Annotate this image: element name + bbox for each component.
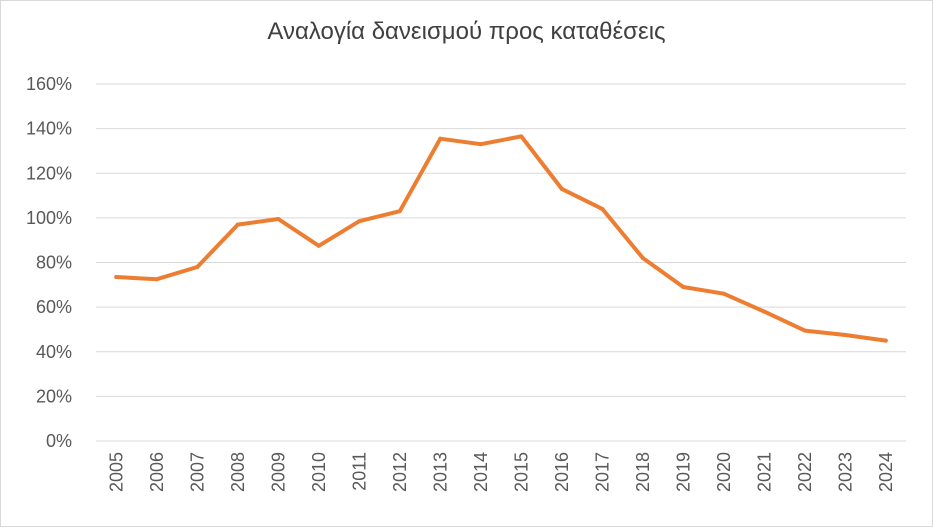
data-point: [316, 243, 321, 248]
x-tick-label: 2022: [795, 452, 815, 492]
data-point: [438, 136, 443, 141]
x-tick-label: 2009: [268, 452, 288, 492]
y-tick-label: 60%: [36, 297, 72, 317]
data-point: [802, 328, 807, 333]
data-point: [195, 264, 200, 269]
data-point: [114, 275, 119, 280]
y-tick-label: 80%: [36, 253, 72, 273]
x-axis-tick-labels: 2005 2006 2007 2008 2009 2010 2011 2012 2013 2014…: [106, 452, 896, 492]
y-tick-label: 160%: [26, 74, 72, 94]
data-point: [519, 134, 524, 139]
series-points: [114, 134, 888, 343]
x-tick-label: 2016: [552, 452, 572, 492]
chart-title: Αναλογία δανεισμού προς καταθέσεις: [267, 18, 666, 45]
series-line: [114, 134, 888, 343]
data-point: [559, 186, 564, 191]
y-tick-label: 100%: [26, 208, 72, 228]
data-point: [154, 277, 159, 282]
data-point: [883, 338, 888, 343]
x-tick-label: 2014: [471, 452, 491, 492]
data-point: [640, 256, 645, 261]
x-tick-label: 2024: [876, 452, 896, 492]
data-point: [681, 285, 686, 290]
data-point: [843, 333, 848, 338]
x-tick-label: 2008: [228, 452, 248, 492]
x-tick-label: 2018: [633, 452, 653, 492]
data-point: [276, 216, 281, 221]
x-tick-label: 2020: [714, 452, 734, 492]
x-tick-label: 2006: [147, 452, 167, 492]
data-point: [357, 219, 362, 224]
x-tick-label: 2010: [309, 452, 329, 492]
data-point: [721, 291, 726, 296]
x-tick-label: 2012: [390, 452, 410, 492]
y-tick-label: 0%: [46, 431, 72, 451]
data-point: [600, 206, 605, 211]
x-tick-label: 2007: [187, 452, 207, 492]
y-tick-label: 120%: [26, 163, 72, 183]
gridlines: [96, 83, 906, 442]
x-tick-label: 2005: [106, 452, 126, 492]
data-point: [762, 309, 767, 314]
y-tick-label: 20%: [36, 386, 72, 406]
x-tick-label: 2023: [835, 452, 855, 492]
x-tick-label: 2021: [754, 452, 774, 492]
x-tick-label: 2017: [592, 452, 612, 492]
data-point: [235, 222, 240, 227]
y-tick-label: 140%: [26, 119, 72, 139]
data-point: [478, 142, 483, 147]
y-axis-tick-labels: 0% 20% 40% 60% 80% 100% 120% 140% 160%: [26, 74, 72, 451]
x-tick-label: 2015: [511, 452, 531, 492]
data-point: [397, 209, 402, 214]
x-tick-label: 2019: [673, 452, 693, 492]
y-tick-label: 40%: [36, 342, 72, 362]
x-tick-label: 2011: [349, 452, 369, 491]
x-tick-label: 2013: [430, 452, 450, 492]
